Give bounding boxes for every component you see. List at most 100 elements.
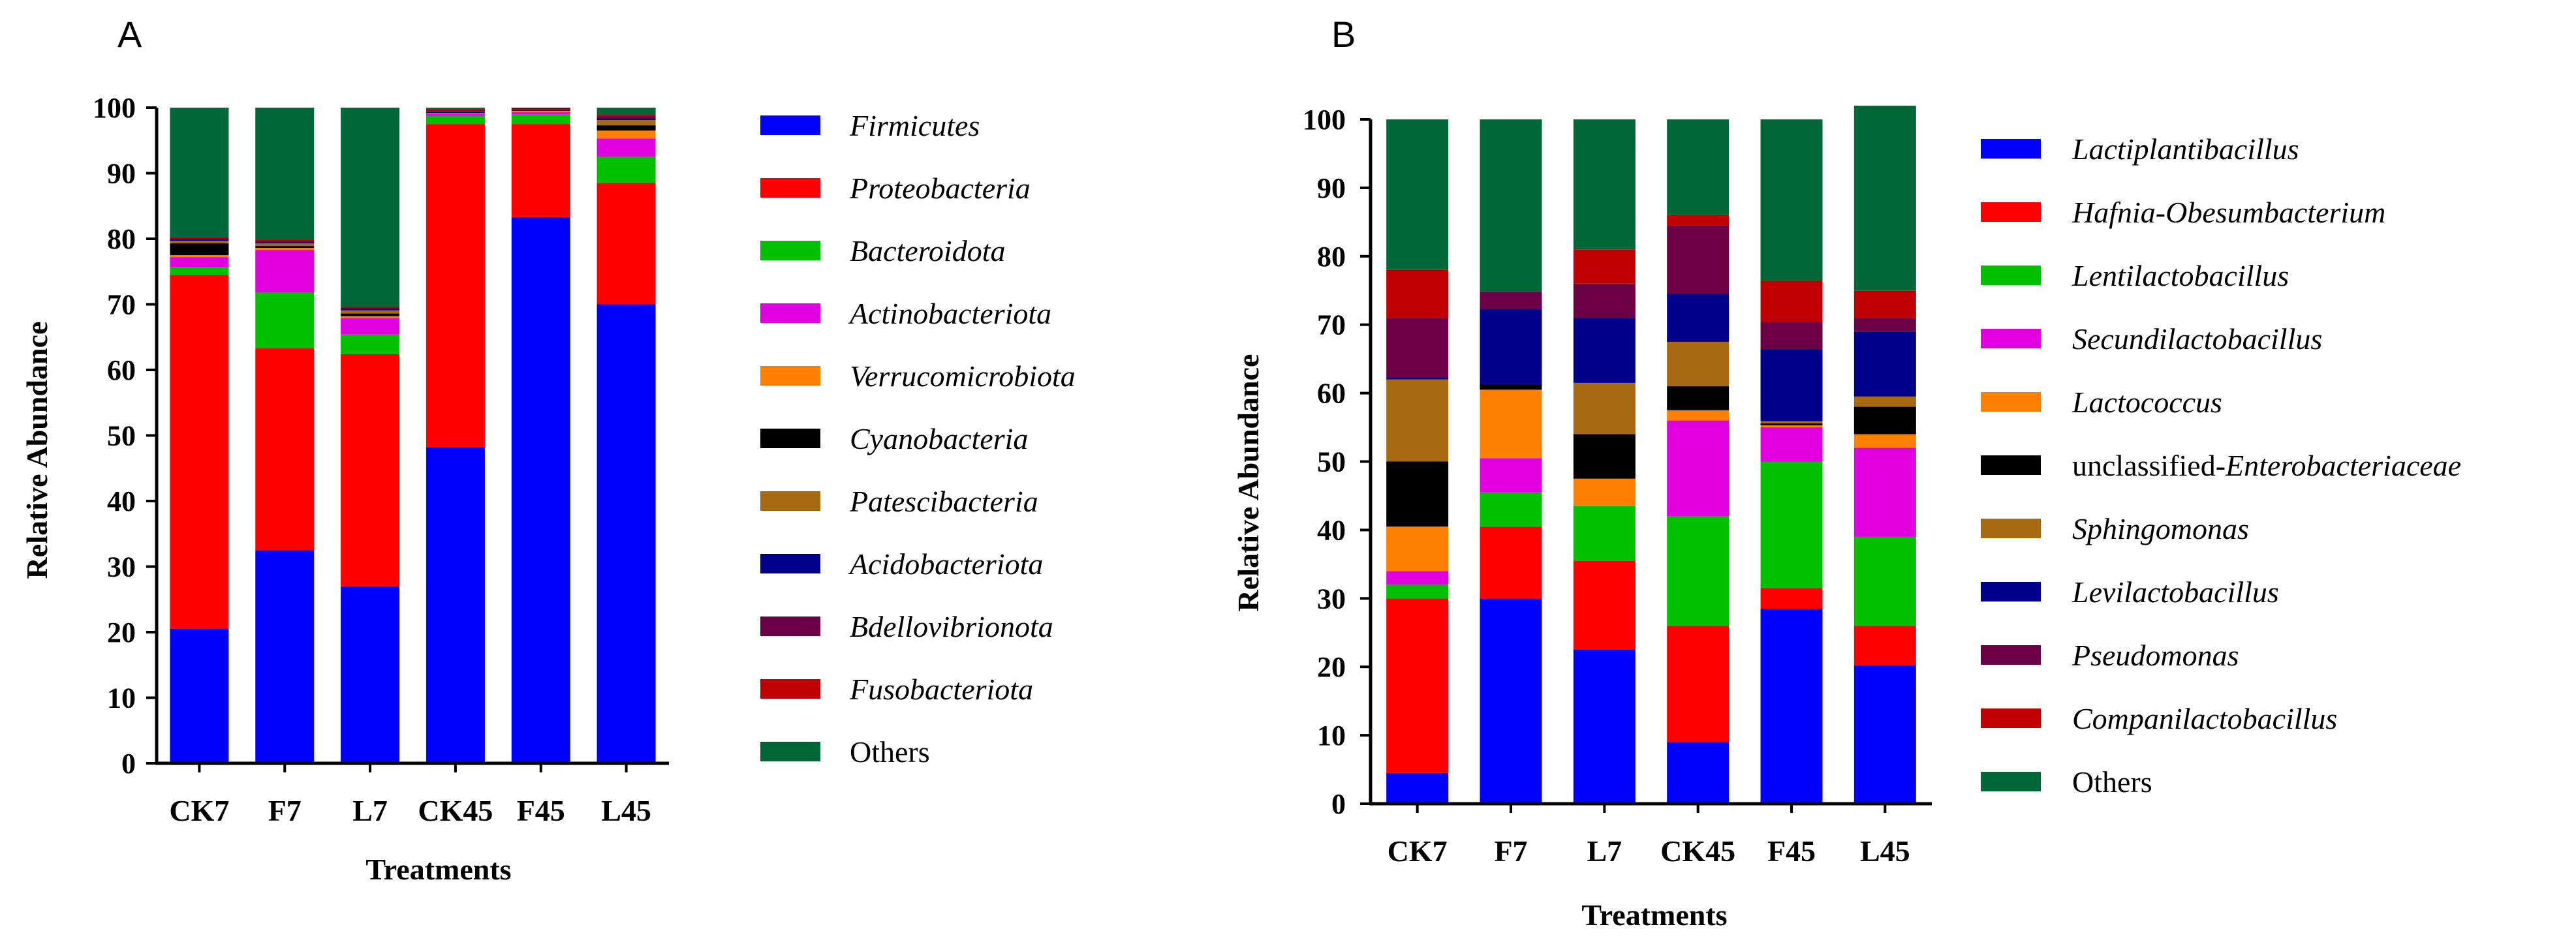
bar-segment-a-l45-8	[597, 116, 656, 119]
bar-segment-b-l7-6	[1573, 382, 1636, 434]
bar-segment-b-ck7-6	[1386, 379, 1449, 462]
bar-segment-a-f7-2	[255, 292, 315, 348]
bar-segment-a-f7-9	[255, 240, 315, 241]
x-tick-label-a: F7	[268, 794, 302, 827]
bar-segment-a-ck45-0	[426, 447, 485, 763]
bar-segment-b-f45-3	[1760, 427, 1823, 462]
bar-segment-b-f7-8	[1480, 292, 1542, 309]
legend-label-b: Hafnia-Obesumbacterium	[2072, 196, 2385, 229]
bar-segment-a-l45-3	[597, 138, 656, 157]
legend-label-a: Cyanobacteria	[850, 422, 1028, 455]
bars-b	[1386, 106, 1916, 804]
x-tick-label-a: CK7	[169, 794, 229, 827]
legend-label-plain-part: unclassified-	[2072, 449, 2226, 482]
bar-segment-b-l7-5	[1573, 434, 1636, 479]
bar-segment-a-l7-1	[341, 354, 400, 586]
legend-swatch-b	[1981, 202, 2041, 222]
y-tick-label-a: 30	[107, 551, 136, 583]
legend-item-a: Proteobacteria	[760, 172, 1031, 205]
legend-swatch-b	[1981, 519, 2041, 538]
bar-segment-a-ck45-1	[426, 124, 485, 448]
x-tick-label-a: CK45	[418, 794, 493, 827]
bar-segment-a-f7-8	[255, 241, 315, 243]
legend-item-a: Fusobacteriota	[760, 673, 1033, 706]
bar-segment-a-l45-9	[597, 114, 656, 117]
legend-label-b: Lentilactobacillus	[2072, 259, 2289, 292]
bar-segment-a-f45-4	[511, 111, 570, 113]
legend-swatch-b	[1981, 139, 2041, 159]
bar-segment-b-l7-2	[1573, 506, 1636, 561]
legend-item-a: Acidobacteriota	[760, 547, 1043, 581]
legend-label-b: Companilactobacillus	[2072, 702, 2337, 735]
legend-item-b: Companilactobacillus	[1981, 702, 2337, 735]
bar-segment-a-ck45-8	[426, 110, 485, 112]
legend-label-a: Proteobacteria	[849, 172, 1031, 205]
axes-a: CK7 F7 L7 CK45 F45 L45 0 10 20 30 40 50 60 70 80 90 100	[93, 92, 669, 827]
legend-item-b: Lactiplantibacillus	[1981, 132, 2299, 166]
legend-item-a: Actinobacteriota	[760, 297, 1051, 330]
bar-segment-b-ck45-1	[1667, 626, 1730, 742]
bar-segment-a-l7-2	[341, 334, 400, 354]
bar-segment-b-f7-3	[1480, 458, 1542, 493]
bar-segment-b-f7-10	[1480, 119, 1542, 292]
bar-segment-b-l45-7	[1854, 331, 1916, 397]
bars-a	[170, 108, 656, 764]
legend-item-b: Pseudomonas	[1981, 639, 2239, 672]
bar-segment-b-ck45-7	[1667, 294, 1730, 342]
y-tick-label-a: 10	[107, 682, 136, 714]
x-tick-label-b: L7	[1587, 834, 1622, 868]
legend-label-a: Fusobacteriota	[849, 673, 1033, 706]
bar-segment-b-ck7-9	[1386, 269, 1449, 318]
bar-segment-b-l7-10	[1573, 119, 1636, 250]
legend-label-a: Bacteroidota	[850, 234, 1005, 267]
bar-segment-b-f7-7	[1480, 309, 1542, 384]
bar-segment-a-l7-0	[341, 586, 400, 763]
legend-label-b: Pseudomonas	[2072, 639, 2239, 672]
y-tick-label-b: 20	[1317, 651, 1346, 683]
legend-item-a: Others	[760, 735, 930, 769]
legend-label-a: Patescibacteria	[849, 485, 1038, 518]
bar-segment-b-l45-6	[1854, 396, 1916, 407]
bar-segment-b-f45-7	[1760, 349, 1823, 421]
bar-segment-b-ck45-2	[1667, 516, 1730, 626]
bar-segment-b-l45-4	[1854, 434, 1916, 448]
bar-segment-a-l7-10	[341, 108, 400, 307]
x-tick-label-b: CK7	[1388, 834, 1448, 868]
legend-a: Firmicutes Proteobacteria Bacteroidota Acti…	[760, 109, 1076, 769]
legend-item-b: Hafnia-Obesumbacterium	[1981, 196, 2385, 229]
bar-segment-a-ck7-1	[170, 275, 229, 629]
bar-segment-a-f45-1	[511, 124, 570, 217]
legend-swatch-a	[760, 303, 820, 323]
y-tick-label-a: 40	[107, 485, 136, 517]
bar-segment-b-l45-10	[1854, 106, 1916, 291]
y-tick-label-a: 80	[107, 223, 136, 255]
bar-segment-a-ck45-4	[426, 113, 485, 114]
bar-segment-a-f7-0	[255, 550, 315, 763]
legend-label-b: Lactococcus	[2072, 386, 2222, 419]
legend-swatch-b	[1981, 329, 2041, 348]
bar-segment-b-ck45-10	[1667, 119, 1730, 215]
bar-segment-b-ck45-3	[1667, 420, 1730, 517]
y-tick-label-b: 70	[1317, 309, 1346, 341]
bar-segment-b-l7-7	[1573, 318, 1636, 383]
legend-item-b: Lentilactobacillus	[1981, 259, 2289, 292]
bar-segment-b-ck7-0	[1386, 772, 1449, 804]
legend-swatch-a	[760, 491, 820, 511]
y-tick-label-a: 100	[93, 92, 136, 124]
legend-item-a: Verrucomicrobiota	[760, 359, 1076, 393]
bar-segment-b-f45-2	[1760, 461, 1823, 588]
legend-item-b: Others	[1981, 765, 2152, 799]
bar-segment-a-l45-5	[597, 125, 656, 131]
bar-segment-a-ck7-0	[170, 628, 229, 763]
bar-segment-b-f45-1	[1760, 588, 1823, 609]
x-tick-label-b: L45	[1860, 834, 1910, 868]
bar-segment-a-l45-4	[597, 130, 656, 139]
bar-segment-b-ck7-5	[1386, 461, 1449, 527]
legend-swatch-a	[760, 241, 820, 260]
bar-segment-b-ck7-1	[1386, 598, 1449, 773]
bar-segment-a-ck7-5	[170, 243, 229, 256]
legend-swatch-a	[760, 742, 820, 761]
legend-swatch-b	[1981, 455, 2041, 475]
y-axis-title-a: Relative Abundance	[20, 322, 54, 579]
